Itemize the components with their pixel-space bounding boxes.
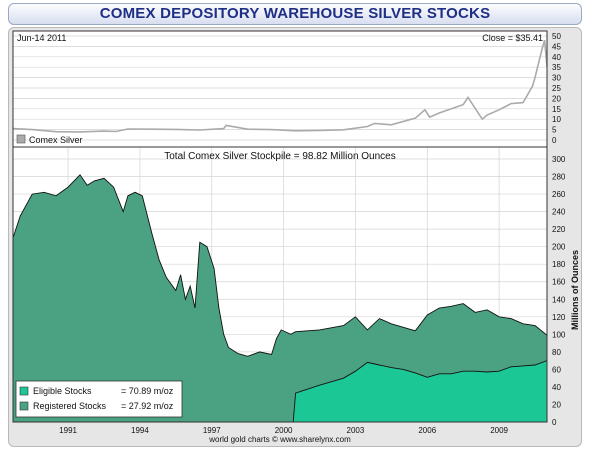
stocks-x-tick-label: 2006 [418,426,436,435]
stocks-x-axis: 1991 1994 1997 2000 2003 2006 2009 [59,426,508,435]
stocks-y-tick-label: 240 [552,208,566,217]
stocks-series [12,174,548,423]
legend-value-eligible: = 70.89 m/oz [121,386,174,396]
stocks-y-tick-label: 300 [552,155,566,164]
stocks-y-axis-label: Millions of Ounces [570,250,580,330]
stocks-y-tick-label: 0 [552,418,557,427]
price-grid [13,35,547,141]
price-series-line [12,39,548,133]
stocks-y-tick-label: 20 [552,400,561,409]
price-y-tick-label: 5 [552,126,557,135]
stocks-y-tick-label: 100 [552,330,566,339]
stocks-y-tick-label: 40 [552,383,561,392]
legend-swatch-registered [19,401,29,411]
chart-title: COMEX DEPOSITORY WAREHOUSE SILVER STOCKS [8,3,582,25]
price-y-tick-label: 40 [552,53,561,62]
stocks-y-tick-label: 200 [552,243,566,252]
price-plot-border [12,30,548,148]
stocks-y-tick-label: 60 [552,365,561,374]
stocks-x-tick-label: 2003 [347,426,365,435]
price-legend: Comex Silver [16,134,83,145]
stocks-y-axis: 0 20 40 60 80 100 120 140 160 180 200 220 240 260 280 3… [552,155,566,427]
price-series [12,39,548,133]
stocks-y-tick-label: 260 [552,190,566,199]
stocks-legend: Eligible Stocks = 70.89 m/oz Registered … [15,380,183,418]
legend-label-eligible: Eligible Stocks [33,386,92,396]
price-y-tick-label: 10 [552,115,561,124]
stocks-x-tick-label: 1994 [131,426,149,435]
price-legend-swatch [16,134,26,144]
legend-swatch-eligible [19,386,29,396]
stocks-y-tick-label: 180 [552,260,566,269]
price-y-tick-label: 30 [552,74,561,83]
stocks-y-tick-label: 140 [552,295,566,304]
stocks-y-tick-label: 220 [552,225,566,234]
stocks-legend-box [15,380,183,418]
stocks-title: Total Comex Silver Stockpile = 98.82 Mil… [164,151,396,162]
price-y-tick-label: 25 [552,84,561,93]
chart-footer: world gold charts © www.sharelynx.com [208,435,351,444]
price-y-tick-label: 45 [552,42,561,51]
price-legend-label: Comex Silver [29,135,83,145]
registered-stocks-area [12,174,548,423]
price-close-label: Close = $35.41 [482,33,543,43]
price-y-tick-label: 50 [552,32,561,41]
eligible-stocks-area [292,359,548,423]
price-date-label: Jun-14 2011 [17,33,66,43]
stocks-x-tick-label: 1997 [203,426,221,435]
stocks-y-tick-label: 160 [552,278,566,287]
legend-value-registered: = 27.92 m/oz [121,401,174,411]
stocks-x-tick-label: 2000 [275,426,293,435]
price-y-tick-label: 35 [552,63,561,72]
price-y-tick-label: 20 [552,94,561,103]
legend-label-registered: Registered Stocks [33,401,107,411]
stocks-y-tick-label: 120 [552,313,566,322]
price-y-tick-label: 0 [552,136,557,145]
stocks-y-tick-label: 280 [552,173,566,182]
stocks-x-tick-label: 1991 [59,426,77,435]
stocks-x-tick-label: 2009 [490,426,508,435]
stocks-y-tick-label: 80 [552,348,561,357]
price-y-tick-label: 15 [552,105,561,114]
